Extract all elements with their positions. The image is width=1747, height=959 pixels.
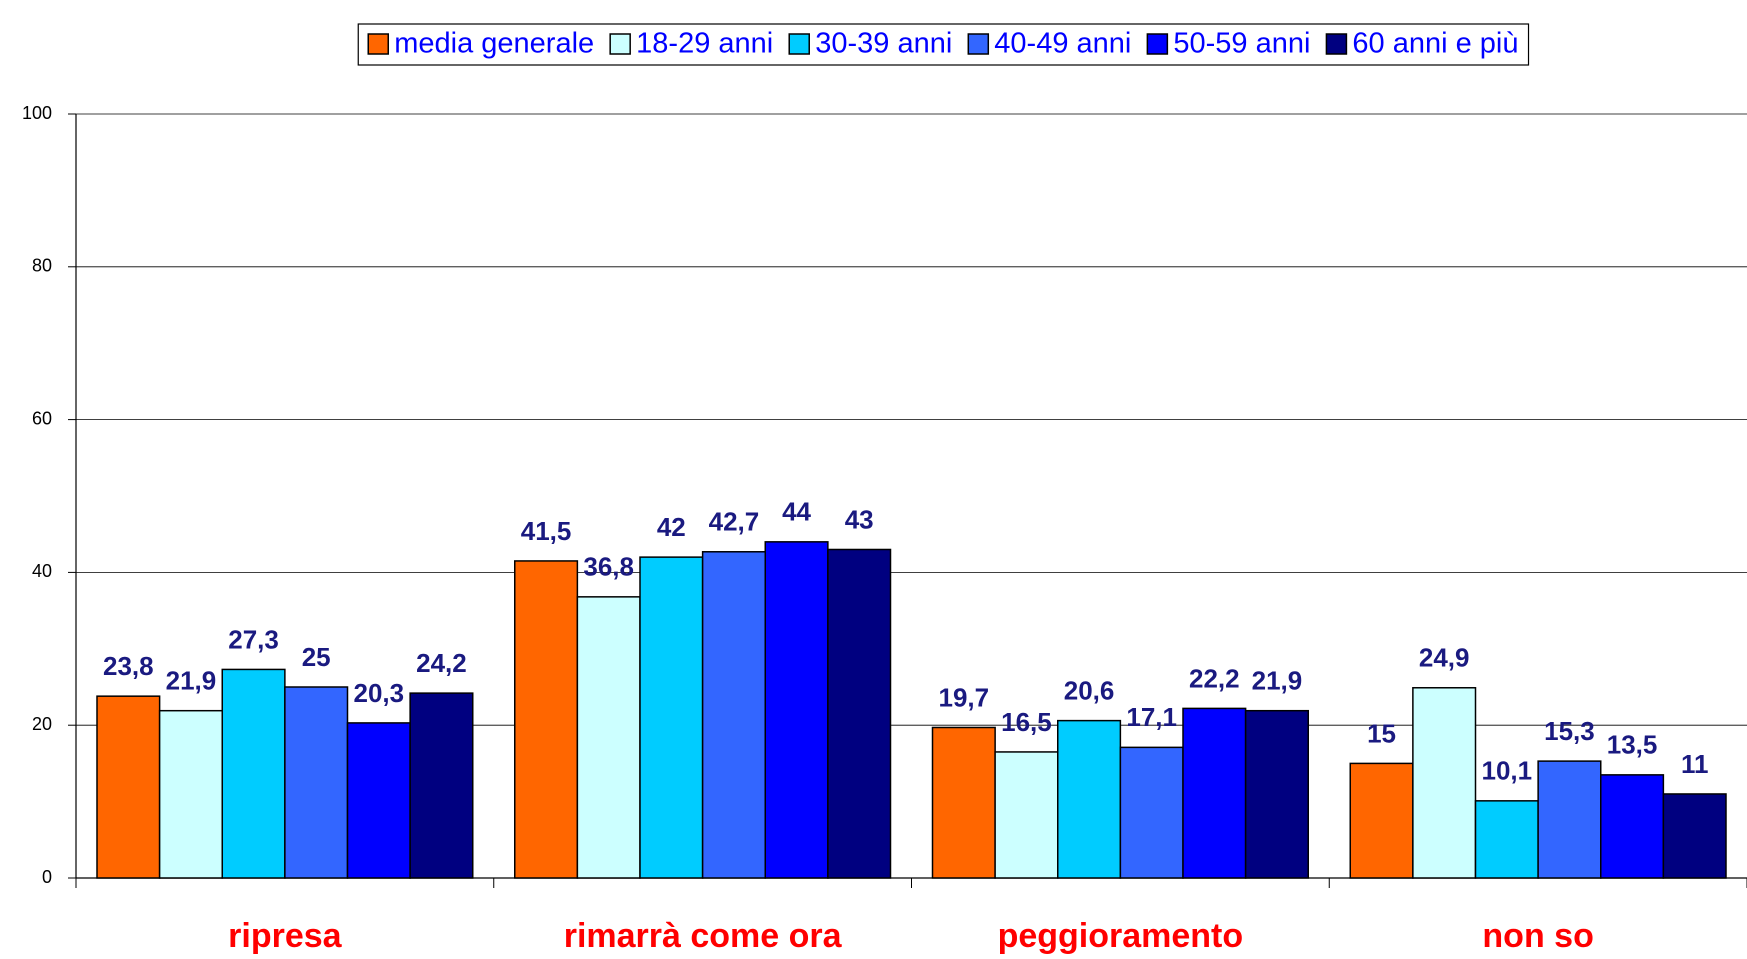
y-tick-label: 40 xyxy=(32,561,52,581)
bar xyxy=(409,692,474,879)
legend-swatch xyxy=(1146,33,1169,55)
x-tick-label: peggioramento xyxy=(998,917,1244,955)
y-tick-label: 0 xyxy=(42,867,52,887)
y-tick-label: 60 xyxy=(32,408,52,428)
bar xyxy=(764,541,829,879)
data-label: 20,6 xyxy=(1064,675,1115,705)
bar xyxy=(1474,800,1539,879)
bar xyxy=(158,709,223,879)
data-label: 16,5 xyxy=(1001,707,1052,737)
y-tick-label: 20 xyxy=(32,714,52,734)
bar xyxy=(1412,687,1477,879)
bar xyxy=(1244,709,1309,879)
legend-swatch xyxy=(788,33,810,55)
x-tick-label: rimarrà come ora xyxy=(564,917,843,955)
data-label: 42 xyxy=(657,512,686,542)
legend-label: media generale xyxy=(394,28,594,60)
data-label: 19,7 xyxy=(939,682,990,712)
data-label: 21,9 xyxy=(166,666,217,696)
bar xyxy=(701,551,766,879)
bar xyxy=(1182,707,1247,879)
legend-swatch xyxy=(1325,33,1348,55)
data-label: 25 xyxy=(302,642,331,672)
data-label: 44 xyxy=(782,497,811,527)
bar xyxy=(514,560,579,879)
bar xyxy=(284,686,349,879)
legend-label: 18-29 anni xyxy=(636,28,773,60)
bar xyxy=(931,726,996,879)
legend-label: 60 anni e più xyxy=(1352,28,1518,60)
bar xyxy=(994,751,1059,879)
x-tick-label: ripresa xyxy=(228,917,342,955)
legend-label: 30-39 anni xyxy=(815,28,952,60)
data-label: 24,9 xyxy=(1419,643,1470,673)
data-label: 41,5 xyxy=(521,516,572,546)
bar xyxy=(827,548,892,879)
bar xyxy=(1349,762,1414,879)
data-label: 27,3 xyxy=(228,624,279,654)
bar xyxy=(221,668,286,879)
data-label: 23,8 xyxy=(103,651,154,681)
bar xyxy=(1662,793,1727,879)
data-label: 24,2 xyxy=(416,648,467,678)
x-tick-label: non so xyxy=(1482,917,1593,955)
y-tick-label: 100 xyxy=(22,103,52,123)
bar xyxy=(346,722,411,879)
legend-label: 50-59 anni xyxy=(1173,28,1310,60)
bar xyxy=(1119,746,1184,879)
legend-label: 40-49 anni xyxy=(994,28,1131,60)
y-tick-label: 80 xyxy=(32,256,52,276)
legend-swatch xyxy=(609,33,631,55)
legend-swatch xyxy=(967,33,990,55)
data-label: 15 xyxy=(1367,718,1396,748)
bar xyxy=(639,556,704,879)
data-label: 20,3 xyxy=(354,678,405,708)
bar xyxy=(96,695,161,879)
bar xyxy=(1537,760,1602,879)
data-label: 36,8 xyxy=(583,552,634,582)
bar xyxy=(1057,719,1122,879)
data-label: 11 xyxy=(1681,749,1709,779)
data-label: 21,9 xyxy=(1252,666,1303,696)
bar xyxy=(1600,774,1665,879)
data-label: 15,3 xyxy=(1544,716,1595,746)
data-label: 10,1 xyxy=(1482,756,1533,786)
data-label: 22,2 xyxy=(1189,663,1240,693)
data-label: 17,1 xyxy=(1126,702,1177,732)
bar xyxy=(576,596,641,879)
data-label: 43 xyxy=(845,504,874,534)
legend: media generale 18-29 anni 30-39 anni 40-49 … xyxy=(357,23,1530,66)
data-label: 13,5 xyxy=(1607,730,1658,760)
legend-swatch xyxy=(367,33,389,55)
data-label: 42,7 xyxy=(709,507,760,537)
